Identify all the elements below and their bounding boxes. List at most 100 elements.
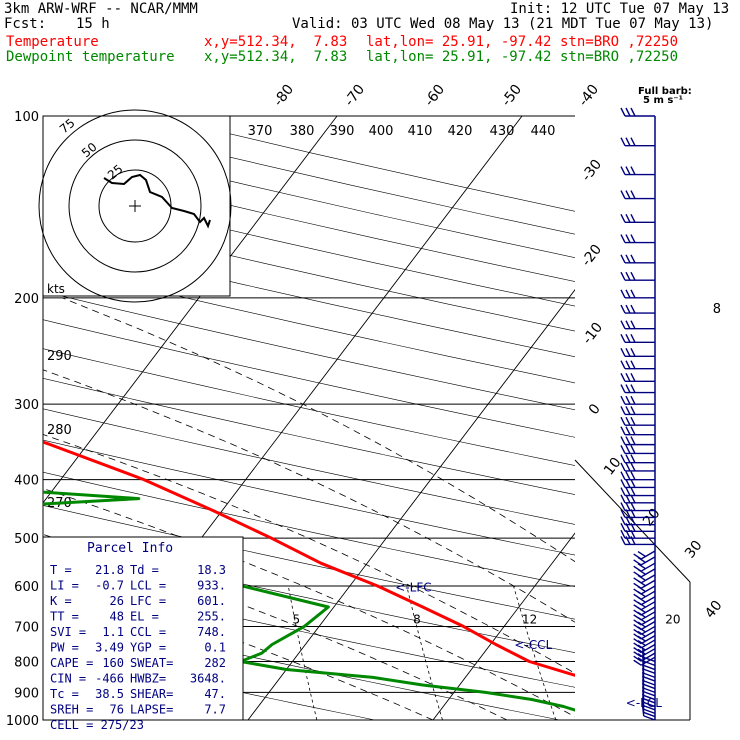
pressure-tick-label: 300	[14, 398, 39, 413]
isotherm-label: -60	[422, 82, 449, 110]
wind-barb	[620, 487, 655, 497]
wind-barb-feather	[625, 522, 631, 532]
parcel-row-label: LAPSE=	[130, 703, 173, 717]
isotherm-label: 30	[682, 538, 706, 562]
wind-barb-feather	[620, 462, 626, 472]
wind-barb-shaft	[643, 698, 656, 704]
wind-barb-feather	[625, 254, 631, 264]
wind-barb-feather	[630, 436, 636, 445]
wind-barb-feather	[620, 214, 626, 223]
pressure-tick-label: 700	[14, 620, 39, 635]
wind-barb-feather	[620, 471, 626, 480]
wind-barb-shaft	[643, 672, 656, 679]
wind-barb-feather	[637, 574, 646, 581]
parcel-row-value: 26	[110, 594, 124, 608]
isotherm-line	[618, 116, 740, 720]
wind-barb	[620, 348, 655, 358]
pressure-tick-label: 100	[14, 110, 39, 125]
moist-adiabat	[62, 297, 575, 563]
wind-barb-feather	[620, 395, 626, 405]
wind-barb	[620, 494, 655, 504]
wind-barb	[620, 320, 655, 330]
wind-barb-feather	[637, 556, 646, 563]
parcel-row-label: K =	[50, 594, 72, 608]
wind-barb-feather	[620, 360, 626, 369]
wind-barb	[620, 529, 655, 539]
wind-barb	[620, 436, 655, 446]
wind-barb-shaft	[643, 715, 656, 721]
wind-barb-shaft	[643, 680, 656, 686]
forecast-label: Fcst:	[4, 16, 47, 32]
isotherm-line	[43, 116, 338, 504]
dry-adiabat	[43, 319, 575, 438]
wind-barb-shaft	[643, 687, 656, 694]
wind-barb-feather	[630, 536, 636, 545]
wind-barb-feather	[633, 647, 642, 654]
wind-barb-feather	[633, 659, 642, 666]
wind-barb-feather	[633, 638, 642, 645]
wind-barb-feather	[630, 445, 636, 454]
parcel-row-value: 3.49	[95, 641, 124, 655]
wind-barb-feather	[633, 651, 642, 658]
wind-barb-feather	[625, 137, 631, 147]
parcel-row-label: YGP =	[130, 641, 166, 655]
wind-barb-feather	[625, 289, 631, 299]
wind-barb-feather	[620, 107, 626, 117]
wind-barb-feather	[620, 522, 626, 532]
wind-barb-shaft	[640, 630, 656, 640]
wind-barb	[620, 166, 655, 176]
dry-adiabat	[0, 116, 5, 720]
wind-barb-feather	[625, 320, 631, 330]
wind-barb	[620, 304, 655, 314]
wind-barb-shaft	[640, 556, 656, 566]
wind-barb-feather	[630, 166, 636, 175]
theta-label: 440	[531, 124, 556, 139]
parcel-row-value: 0.1	[204, 641, 226, 655]
dry-adiabat	[43, 574, 575, 688]
wind-barb-shaft	[643, 701, 656, 708]
parcel-row-value: 7.7	[204, 703, 226, 717]
wind-barb-feather	[620, 416, 626, 426]
wind-barb-shaft	[640, 596, 656, 606]
temperature-profile-line	[43, 440, 575, 677]
wind-barb-feather	[625, 445, 631, 454]
pressure-tick-label: 400	[14, 474, 39, 489]
wind-barb-feather	[620, 494, 626, 504]
mixing-ratio-line	[287, 585, 318, 720]
wind-barb-feather	[630, 502, 636, 511]
theta-label: 420	[448, 124, 473, 139]
wind-barb-feather	[633, 628, 642, 636]
theta-label: 290	[47, 349, 72, 364]
wind-barb-feather	[633, 655, 642, 662]
mixing-ratio-line	[406, 585, 443, 720]
wind-barb-feather	[637, 644, 646, 651]
dry-adiabat	[43, 348, 575, 466]
moist-adiabat	[43, 434, 575, 674]
wind-barb	[633, 625, 656, 636]
pressure-tick-label: 900	[14, 686, 39, 701]
wind-barb-feather	[630, 416, 636, 426]
wind-barb-feather	[630, 190, 636, 199]
dewpoint-legend: Dewpoint temperature	[6, 49, 175, 65]
isotherm-line	[247, 288, 575, 720]
wind-barb-feather	[630, 254, 636, 264]
dry-adiabat	[43, 471, 575, 587]
wind-barb-feather	[625, 454, 631, 464]
wind-barb-feather	[625, 214, 631, 223]
wind-barb-shaft	[640, 620, 656, 631]
wind-barb-feather	[630, 137, 636, 147]
wind-barb-shaft	[643, 660, 656, 667]
parcel-row-value: 255.	[197, 610, 226, 624]
wind-barb-feather	[630, 487, 636, 496]
parcel-row-value: 601.	[197, 594, 226, 608]
temperature-station: stn=BRO ,72250	[560, 34, 679, 50]
theta-label: 280	[47, 423, 72, 438]
wind-barb-feather	[625, 384, 631, 393]
wind-barb-feather	[620, 445, 626, 454]
wind-barb	[620, 289, 655, 299]
wind-barb	[620, 214, 655, 224]
wind-barb-feather	[625, 479, 631, 488]
wind-barb	[620, 254, 655, 264]
wind-barb	[620, 522, 655, 532]
parcel-row-value: 76	[110, 703, 124, 717]
